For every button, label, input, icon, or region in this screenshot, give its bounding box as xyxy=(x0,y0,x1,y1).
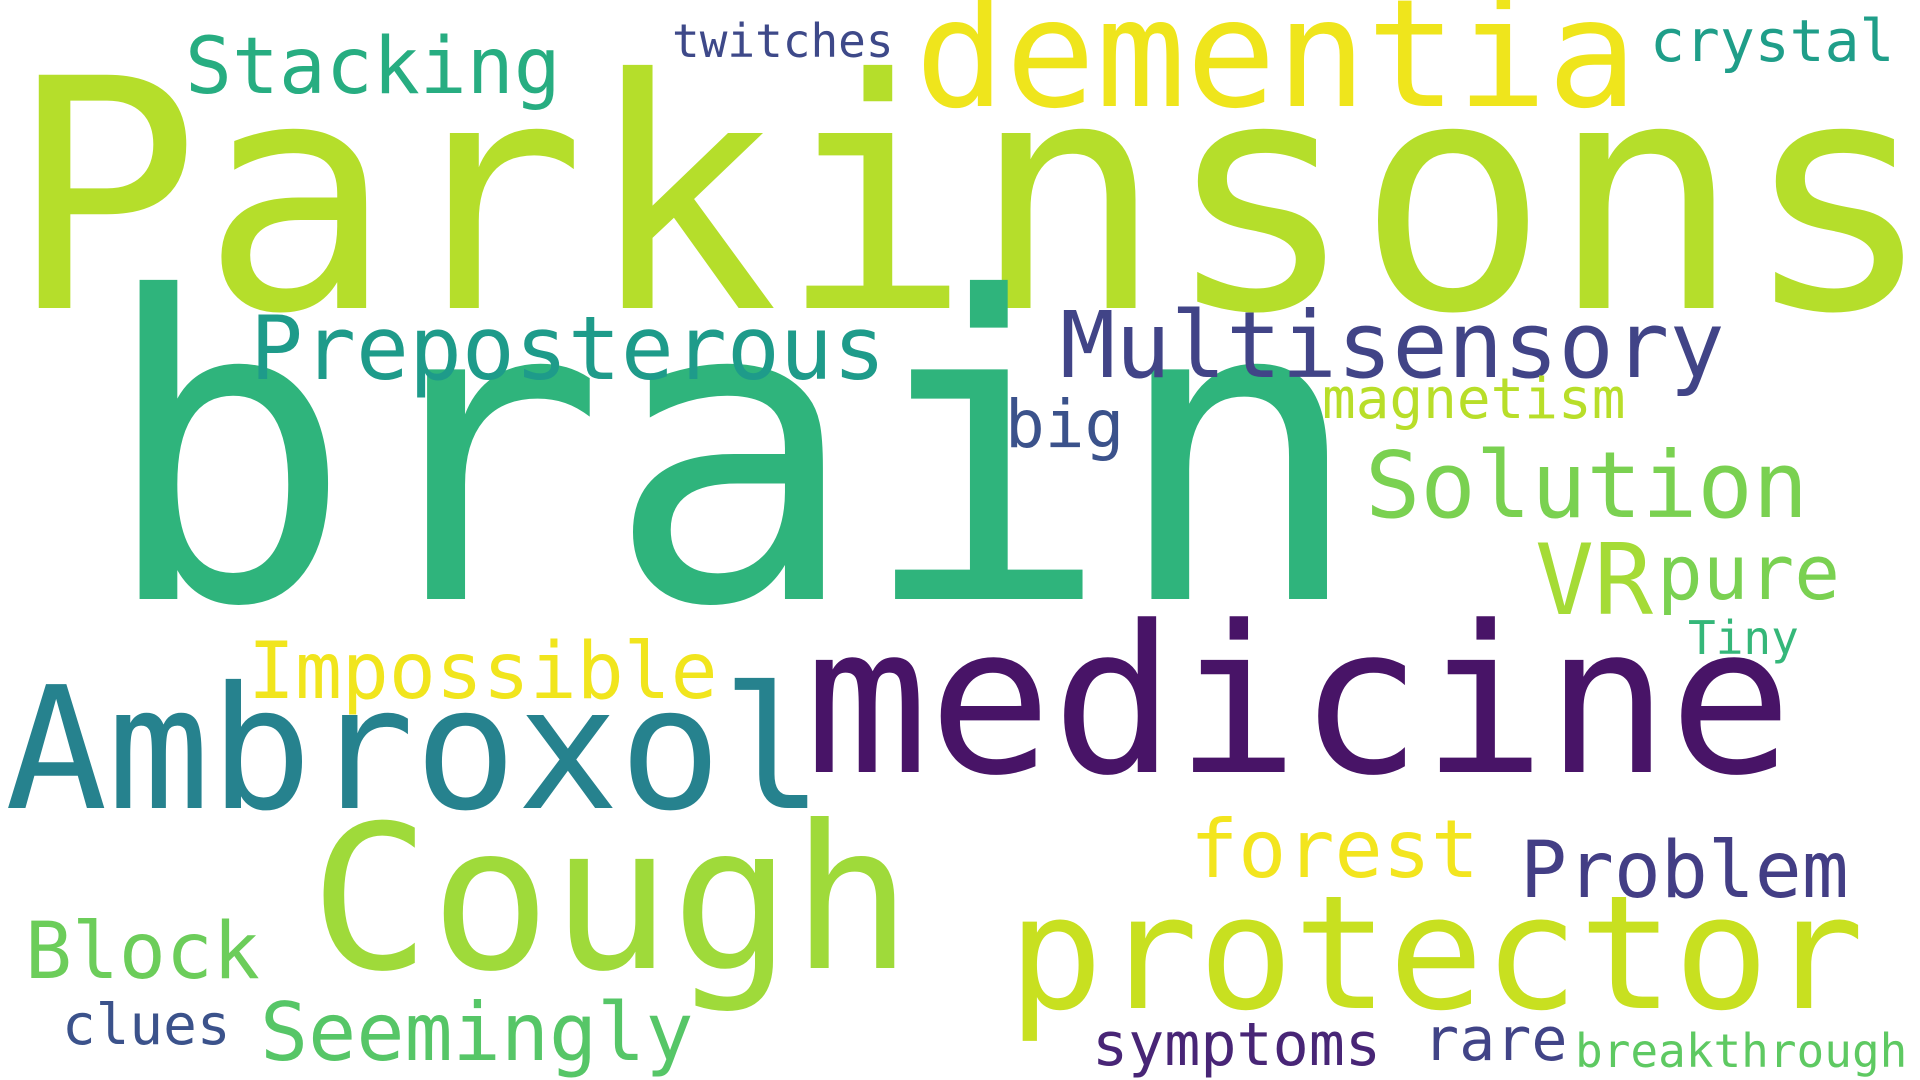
word-brain: brain xyxy=(100,210,1365,699)
word-big: big xyxy=(1005,386,1125,463)
word-medicine: medicine xyxy=(805,583,1793,821)
word-magnetism: magnetism xyxy=(1322,367,1626,432)
word-symptoms: symptoms xyxy=(1092,1010,1381,1080)
word-cough: Cough xyxy=(310,783,913,1016)
word-dementia: dementia xyxy=(915,0,1638,142)
word-seemingly: Seemingly xyxy=(260,986,694,1079)
word-impossible: Impossible xyxy=(248,627,718,717)
word-tiny: Tiny xyxy=(1688,611,1799,665)
word-pure: pure xyxy=(1657,528,1841,617)
word-twitches: twitches xyxy=(672,14,894,68)
word-forest: forest xyxy=(1190,803,1479,896)
word-protector: protector xyxy=(1008,862,1865,1046)
word-crystal: crystal xyxy=(1650,7,1895,75)
word-preposterous: Preposterous xyxy=(250,297,886,400)
word-multisensory: Multisensory xyxy=(1060,292,1725,399)
word-solution: Solution xyxy=(1365,432,1809,539)
word-parkinsons: Parkinsons xyxy=(8,12,1920,384)
word-vr: VR xyxy=(1535,524,1654,638)
word-problem: Problem xyxy=(1520,826,1849,916)
word-ambroxol: Ambroxol xyxy=(5,651,824,849)
word-stacking: Stacking xyxy=(185,22,561,112)
word-rare: rare xyxy=(1423,1005,1568,1075)
word-breakthrough: breakthrough xyxy=(1575,1024,1908,1078)
word-block: Block xyxy=(25,907,260,997)
word-clues: clues xyxy=(62,993,231,1058)
